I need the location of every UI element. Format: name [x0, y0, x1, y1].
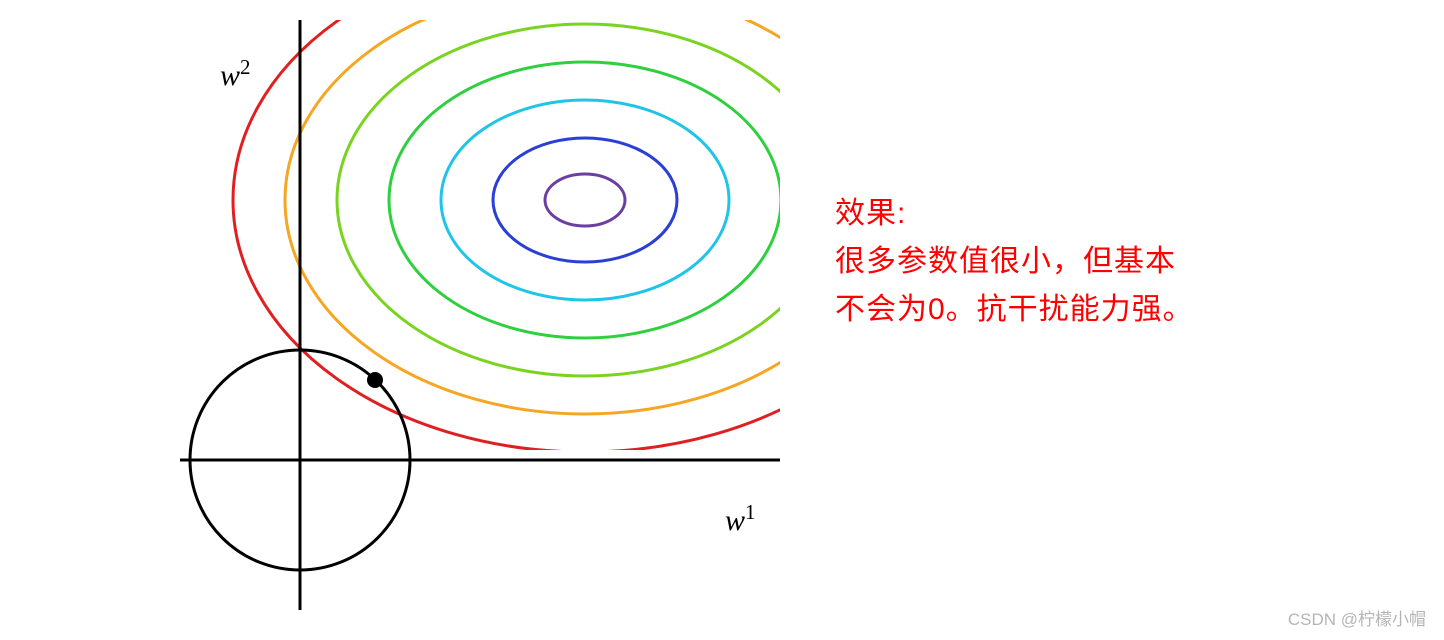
explanation-text: 效果: 很多参数值很小，但基本 不会为0。抗干扰能力强。: [835, 190, 1194, 334]
y-axis-var: w: [220, 59, 240, 92]
y-axis-label: w2: [220, 55, 251, 93]
tangent-point: [367, 372, 383, 388]
contour-ellipse-1: [493, 138, 677, 262]
contour-ellipse-2: [441, 100, 729, 300]
text-line-2: 很多参数值很小，但基本: [835, 238, 1194, 286]
x-axis-sup: 1: [745, 500, 756, 524]
page-root: w2 w1 效果: 很多参数值很小，但基本 不会为0。抗干扰能力强。 CSDN …: [0, 0, 1444, 640]
x-axis-var: w: [725, 504, 745, 537]
x-axis-label: w1: [725, 500, 756, 538]
l2-regularization-diagram: w2 w1: [140, 10, 780, 615]
loss-contours: [233, 10, 780, 452]
contour-ellipse-0: [545, 174, 625, 226]
watermark: CSDN @柠檬小帽: [1288, 605, 1426, 630]
contour-ellipse-3: [389, 62, 780, 338]
text-line-3: 不会为0。抗干扰能力强。: [835, 286, 1194, 334]
y-axis-sup: 2: [240, 55, 251, 79]
diagram-svg: [140, 10, 780, 610]
text-line-1: 效果:: [835, 190, 1194, 238]
contour-ellipse-4: [337, 24, 780, 376]
